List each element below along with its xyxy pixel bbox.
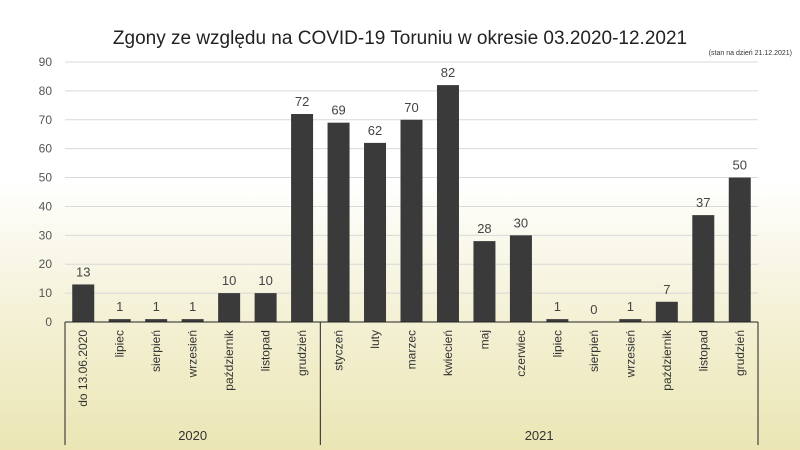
chart-title: Zgony ze względu na COVID-19 Toruniu w o… (113, 28, 687, 49)
data-label: 13 (76, 264, 90, 279)
data-label: 1 (189, 299, 196, 314)
bar (509, 235, 532, 322)
y-tick-label: 30 (39, 228, 53, 242)
category-label: październik (660, 329, 674, 391)
category-label: listopad (259, 330, 273, 371)
y-tick-label: 50 (39, 171, 53, 185)
bar (145, 319, 168, 322)
bar (108, 319, 131, 322)
category-label: lipiec (113, 330, 127, 357)
data-label: 1 (627, 299, 634, 314)
data-label: 37 (696, 195, 710, 210)
category-label: czerwiec (514, 330, 528, 377)
data-label: 28 (477, 221, 491, 236)
group-label: 2021 (525, 428, 554, 443)
data-label: 62 (368, 123, 382, 138)
category-label: listopad (696, 330, 710, 371)
data-label: 1 (554, 299, 561, 314)
bar (546, 319, 569, 322)
bar (327, 122, 350, 323)
y-tick-label: 10 (39, 286, 53, 300)
data-label: 10 (222, 273, 236, 288)
category-label: sierpień (149, 330, 163, 372)
category-label: luty (368, 330, 382, 349)
bar (436, 85, 459, 322)
category-label: sierpień (587, 330, 601, 372)
chart-note: (stan na dzień 21.12.2021) (709, 50, 792, 57)
data-label: 70 (404, 100, 418, 115)
y-tick-label: 20 (39, 257, 53, 271)
y-tick-label: 40 (39, 199, 53, 213)
bar (364, 142, 387, 322)
bar (400, 119, 423, 323)
category-label: wrzesień (623, 330, 637, 378)
bar (692, 215, 715, 322)
bar (181, 319, 204, 322)
category-label: lipiec (550, 330, 564, 357)
group-label: 2020 (178, 428, 207, 443)
category-label: grudzień (733, 330, 747, 376)
data-label: 1 (116, 299, 123, 314)
data-label: 10 (258, 273, 272, 288)
axes (64, 321, 759, 445)
bar (619, 319, 642, 322)
category-label: wrzesień (186, 330, 200, 378)
data-label: 7 (663, 282, 670, 297)
bars (72, 85, 751, 323)
y-tick-label: 0 (45, 315, 52, 329)
y-tick-label: 80 (39, 84, 53, 98)
bar (291, 114, 314, 322)
bar (72, 284, 95, 322)
data-label: 1 (153, 299, 160, 314)
data-label: 30 (514, 215, 528, 230)
y-tick-label: 90 (39, 55, 53, 69)
bar (473, 241, 496, 322)
category-label: do 13.06.2020 (76, 330, 90, 407)
data-label: 0 (590, 302, 597, 317)
category-label: marzec (405, 330, 419, 369)
data-label: 82 (441, 65, 455, 80)
bar (728, 177, 751, 322)
category-label: grudzień (295, 330, 309, 376)
bar (218, 293, 241, 322)
bar (254, 293, 277, 322)
y-tick-label: 60 (39, 142, 53, 156)
category-label: styczeń (332, 330, 346, 371)
category-label: październik (222, 329, 236, 391)
bar (655, 301, 678, 322)
data-label: 72 (295, 94, 309, 109)
category-label: kwiecień (441, 330, 455, 376)
category-label: maj (477, 330, 491, 349)
data-label: 69 (331, 103, 345, 118)
data-label: 50 (733, 158, 747, 173)
y-tick-label: 70 (39, 113, 53, 127)
